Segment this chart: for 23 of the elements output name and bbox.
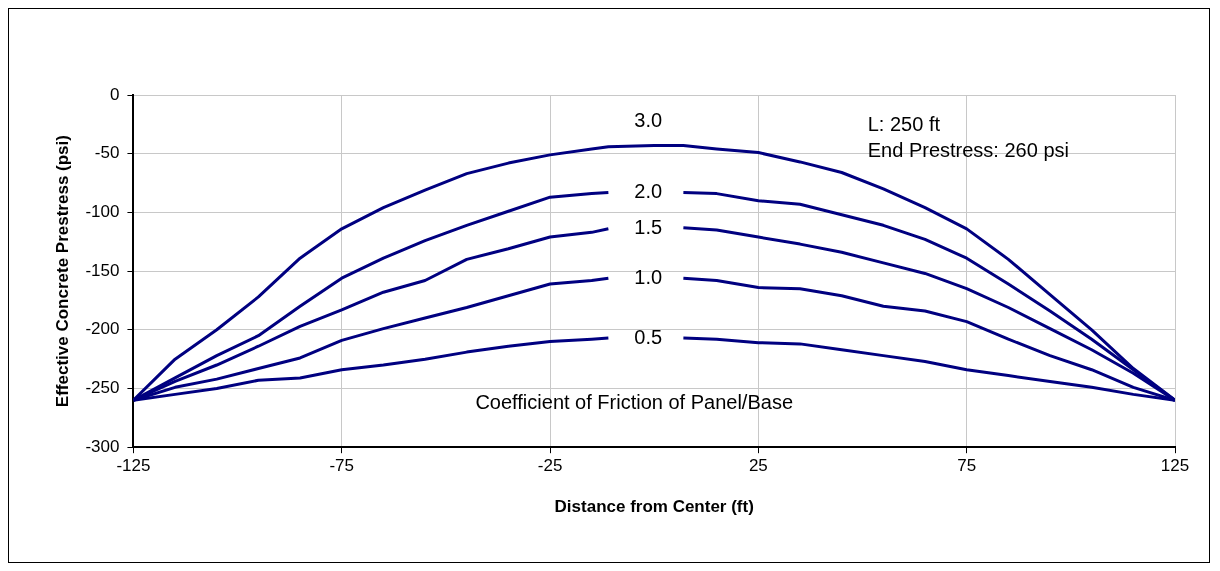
series-label: 1.5 xyxy=(634,215,663,238)
y-tick-label: -100 xyxy=(85,202,120,222)
series-label: 0.5 xyxy=(634,325,663,348)
x-tick-label: 125 xyxy=(1160,456,1190,476)
legend-title: Coefficient of Friction of Panel/Base xyxy=(475,390,793,413)
x-tick-label: -125 xyxy=(116,456,151,476)
y-tick-label: -200 xyxy=(85,319,120,339)
y-tick-label: -250 xyxy=(85,378,120,398)
series-label: 2.0 xyxy=(634,179,663,202)
annotation: L: 250 ft xyxy=(867,112,941,135)
y-tick-label: -50 xyxy=(94,143,120,163)
y-tick-label: 0 xyxy=(109,84,120,104)
x-tick-label: -25 xyxy=(537,456,563,476)
series-label: 3.0 xyxy=(634,109,663,131)
y-axis-title: Effective Concrete Prestress (psi) xyxy=(52,135,72,408)
y-tick-label: -300 xyxy=(85,436,120,456)
x-tick-label: 75 xyxy=(957,456,977,476)
x-axis-title: Distance from Center (ft) xyxy=(554,497,754,517)
series-label: 1.0 xyxy=(634,265,663,288)
x-tick-label: 25 xyxy=(748,456,768,476)
y-tick-label: -150 xyxy=(85,260,120,280)
annotation: End Prestress: 260 psi xyxy=(867,138,1069,161)
x-tick-label: -75 xyxy=(329,456,355,476)
